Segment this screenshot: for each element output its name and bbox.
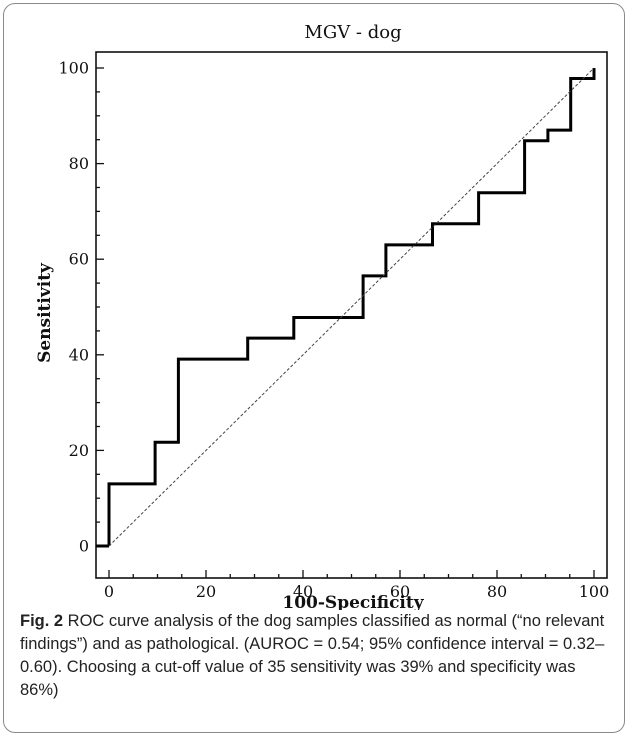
x-tick-label: 100: [579, 582, 610, 601]
figure-caption: Fig. 2 ROC curve analysis of the dog sam…: [20, 610, 612, 702]
x-tick-label: 20: [196, 582, 216, 601]
x-tick-label: 60: [390, 582, 410, 601]
x-tick-label: 0: [104, 582, 114, 601]
x-axis-label: 100-Specificity: [282, 593, 424, 610]
caption-text: ROC curve analysis of the dog samples cl…: [20, 612, 605, 699]
y-tick-label: 0: [79, 537, 89, 556]
roc-step-curve: [107, 68, 596, 546]
x-axis-ticks: 0 20 40 60 80 100: [104, 570, 609, 601]
y-axis-label: Sensitivity: [35, 262, 55, 363]
figure-frame: [3, 3, 625, 733]
y-tick-label: 20: [69, 441, 89, 460]
y-tick-label: 40: [69, 345, 89, 364]
figure-label: Fig. 2: [20, 612, 64, 630]
y-axis-ticks: 0 20 40 60 80 100: [58, 59, 104, 556]
x-tick-label: 40: [293, 582, 313, 601]
roc-chart: MGV - dog 0 20 40 60 80 100 0 20 40 60 80 100 100-…: [35, 22, 609, 610]
reference-diagonal-line: [108, 67, 595, 547]
y-tick-label: 80: [69, 154, 89, 173]
x-tick-label: 80: [487, 582, 507, 601]
y-tick-label: 60: [69, 250, 89, 269]
y-tick-label: 100: [58, 59, 89, 78]
series-layer: [96, 67, 596, 548]
chart-title: MGV - dog: [304, 22, 401, 43]
